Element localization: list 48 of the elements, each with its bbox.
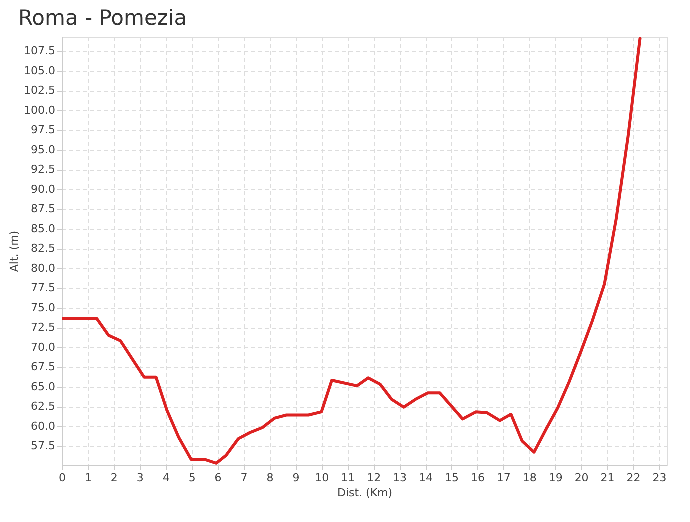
y-tick-label: 92.5 [31,163,56,176]
y-tick-label: 70.0 [31,340,56,354]
x-tick-label: 1 [84,472,92,484]
y-tick-label: 75.0 [31,301,56,314]
y-tick-label: 102.5 [24,84,56,98]
x-tick-label: 17 [496,472,511,484]
y-tick-label: 90.0 [31,182,56,196]
x-tick-label: 9 [292,472,300,484]
x-tick-label: 8 [266,472,274,484]
x-tick-label: 6 [214,472,222,484]
chart-title: Roma - Pomezia [18,6,188,30]
y-tick-label: 100.0 [24,104,56,117]
y-tick-label: 85.0 [31,222,56,236]
x-tick-label: 12 [367,472,382,484]
y-tick-label: 60.0 [31,420,56,433]
x-tick-label: 20 [574,472,589,484]
x-tick-label: 7 [240,472,248,484]
x-tick-label: 3 [136,472,144,484]
x-tick-label: 22 [626,472,641,484]
x-tick-label: 4 [162,472,170,484]
y-tick-label: 80.0 [31,262,56,275]
x-tick-label: 5 [188,472,196,484]
y-tick-label: 107.5 [24,44,56,58]
x-tick-label: 23 [652,472,667,484]
y-tick-label: 57.5 [31,440,56,453]
y-tick-label: 97.5 [31,124,56,137]
y-tick-label: 62.5 [31,400,56,414]
x-tick-label: 14 [419,472,434,484]
y-tick-label: 72.5 [31,321,56,334]
x-tick-label: 2 [110,472,118,484]
y-tick-label: 77.5 [31,282,56,295]
x-tick-label: 11 [341,472,356,484]
x-tick-label: 10 [315,472,330,484]
x-axis-title: Dist. (Km) [337,486,393,500]
y-tick-label: 67.5 [31,360,56,374]
y-tick-label: 87.5 [31,202,56,216]
x-tick-label: 21 [600,472,615,484]
x-tick-label: 19 [548,472,563,484]
x-tick-label: 0 [59,472,66,484]
y-tick-label: 82.5 [31,242,56,256]
y-tick-label: 105.0 [24,64,56,78]
y-tick-label: 65.0 [31,380,56,394]
x-tick-label: 15 [444,472,459,484]
y-tick-label: 95.0 [31,143,56,156]
x-tick-label: 16 [470,472,485,484]
y-axis-title: Alt. (m) [8,230,22,272]
x-tick-label: 18 [522,472,537,484]
x-tick-label: 13 [393,472,408,484]
